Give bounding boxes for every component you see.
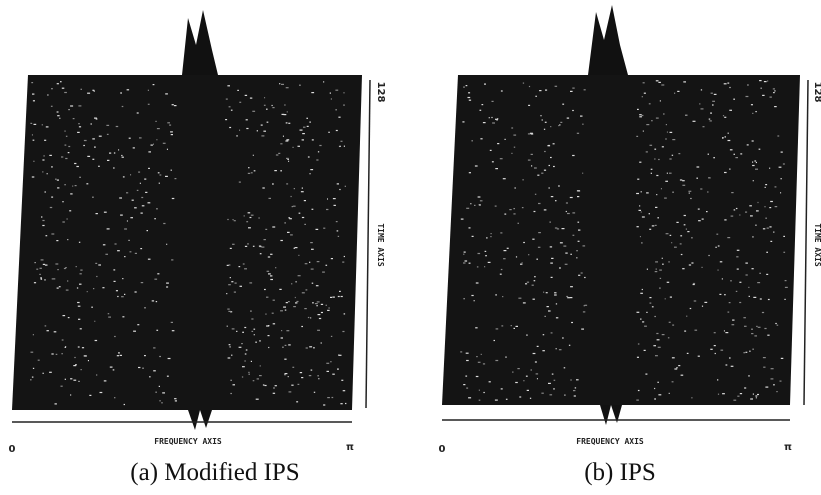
- x-axis-title: FREQUENCY AXIS: [154, 437, 222, 446]
- peak-tail: [600, 405, 622, 425]
- waterfall-surface: [442, 75, 800, 405]
- waterfall-surface: [12, 75, 362, 410]
- y-axis-title: TIME AXIS: [813, 223, 821, 267]
- spectral-peak: [588, 5, 628, 75]
- x-start-label: 0: [439, 444, 446, 455]
- spectral-peak: [182, 10, 218, 75]
- caption: (a) Modified IPS: [130, 459, 299, 486]
- x-end-label: π: [784, 442, 792, 453]
- time-axis: [803, 79, 809, 406]
- x-start-label: 0: [9, 444, 16, 455]
- time-axis: [365, 79, 371, 409]
- caption: (b) IPS: [584, 459, 656, 486]
- peak-tail: [188, 410, 212, 430]
- y-end-label: 128: [375, 82, 386, 103]
- y-end-label: 128: [812, 82, 821, 103]
- speckle-texture: [30, 81, 347, 406]
- y-axis-title: TIME AXIS: [376, 223, 385, 267]
- panel: 0 π FREQUENCY AXIS 128 TIME AXIS (a) Mod…: [9, 10, 386, 486]
- speckle-texture: [460, 80, 788, 401]
- x-axis-title: FREQUENCY AXIS: [576, 437, 644, 446]
- panel: 0 π FREQUENCY AXIS 128 TIME AXIS (b) IPS: [439, 5, 821, 486]
- x-end-label: π: [346, 442, 354, 453]
